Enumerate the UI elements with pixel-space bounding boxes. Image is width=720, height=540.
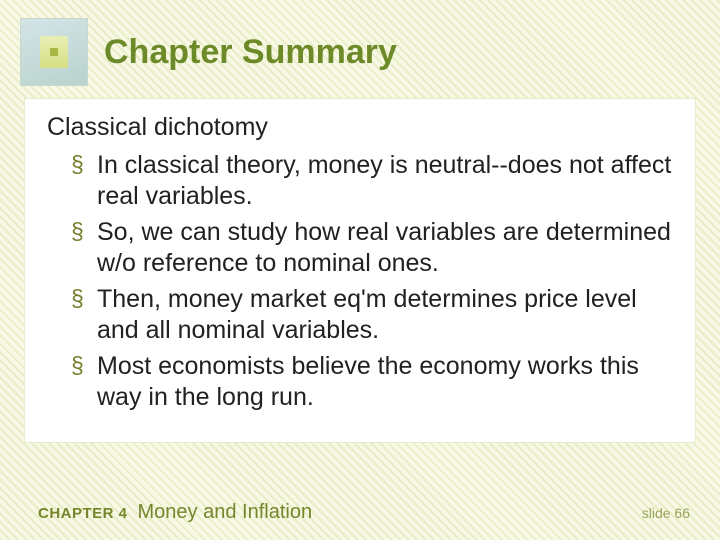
- content-card: Classical dichotomy In classical theory,…: [24, 98, 696, 443]
- slide-number: slide 66: [642, 505, 690, 521]
- chapter-icon: [20, 18, 88, 86]
- chapter-icon-dot: [50, 48, 58, 56]
- slide-footer: CHAPTER 4 Money and Inflation slide 66: [0, 501, 720, 524]
- bullet-item: Most economists believe the economy work…: [71, 351, 673, 412]
- section-subhead: Classical dichotomy: [47, 113, 673, 142]
- slide-title: Chapter Summary: [104, 33, 397, 72]
- chapter-name: Money and Inflation: [138, 501, 313, 524]
- footer-left: CHAPTER 4 Money and Inflation: [38, 501, 312, 524]
- bullet-list: In classical theory, money is neutral--d…: [47, 150, 673, 412]
- bullet-item: In classical theory, money is neutral--d…: [71, 150, 673, 211]
- chapter-icon-inner: [40, 36, 68, 68]
- bullet-item: So, we can study how real variables are …: [71, 217, 673, 278]
- slide-header: Chapter Summary: [0, 0, 720, 98]
- bullet-item: Then, money market eq'm determines price…: [71, 284, 673, 345]
- chapter-label: CHAPTER 4: [38, 505, 128, 522]
